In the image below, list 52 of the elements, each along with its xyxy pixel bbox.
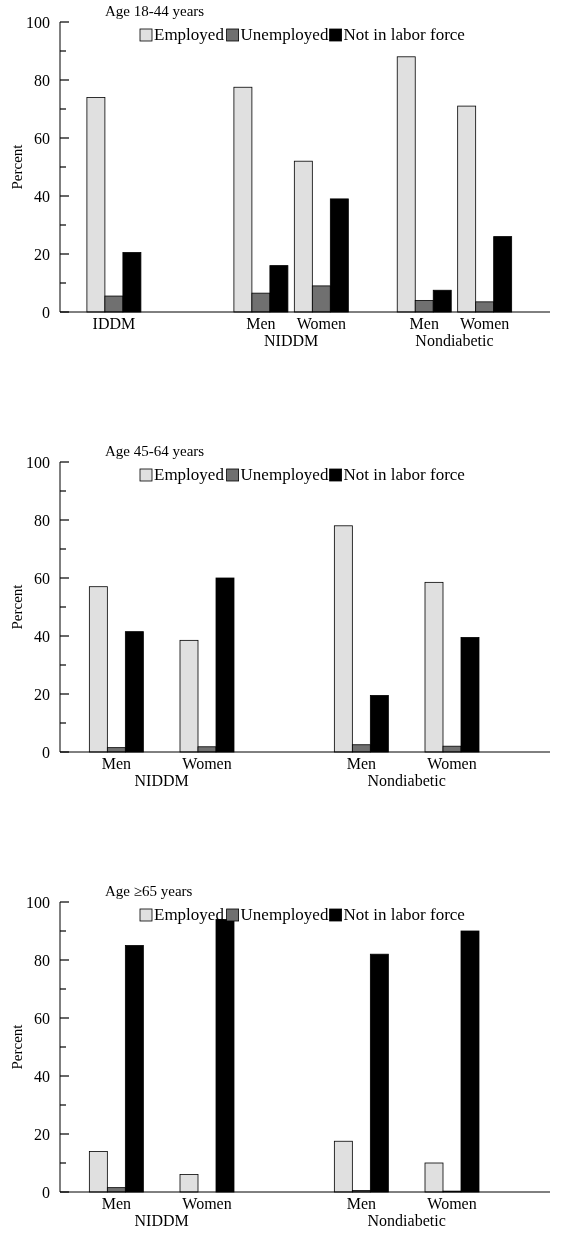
y-tick-label: 0 <box>42 743 50 761</box>
legend-label: Not in labor force <box>343 905 465 924</box>
text: NIDDM <box>134 772 189 789</box>
y-tick-label: 0 <box>42 1183 50 1201</box>
legend-label: Unemployed <box>240 25 329 44</box>
y-tick-label: 0 <box>42 303 50 321</box>
legend-label: Unemployed <box>240 905 329 924</box>
text: Nondiabetic <box>367 772 446 789</box>
chart-title: Age 45-64 years <box>105 443 205 459</box>
x-tick-label: Women <box>459 315 510 332</box>
legend-label: Employed <box>154 465 225 484</box>
chart-title: Age ≥65 years <box>105 883 193 899</box>
y-tick-label: 60 <box>34 1009 50 1027</box>
y-tick-label: 60 <box>34 569 50 587</box>
legend-label: Employed <box>154 905 225 924</box>
y-axis-title: Percent <box>9 143 25 190</box>
x-tick-label: Men <box>409 315 439 332</box>
y-tick-label: 80 <box>34 951 50 969</box>
y-tick-label: 80 <box>34 71 50 89</box>
x-tick-label: Men <box>346 755 377 772</box>
x-tick-label: Men <box>246 315 276 332</box>
y-tick-label: 40 <box>34 627 50 645</box>
y-tick-label: 100 <box>26 893 50 911</box>
x-tick-label: Women <box>182 755 232 772</box>
x-tick-label: Women <box>427 755 477 772</box>
x-tick-label: Women <box>296 315 347 332</box>
chart-title: Age 18-44 years <box>105 3 205 19</box>
y-axis-title: Percent <box>9 1023 25 1070</box>
legend-label: Employed <box>154 25 225 44</box>
legend-label: Not in labor force <box>343 465 465 484</box>
y-tick-label: 40 <box>34 1067 50 1085</box>
y-tick-label: 20 <box>34 1125 50 1143</box>
x-tick-label: Women <box>427 1195 477 1212</box>
x-tick-label: Men <box>101 1195 132 1212</box>
y-axis-title: Percent <box>9 583 25 630</box>
y-tick-label: 60 <box>34 129 50 147</box>
legend-label: Unemployed <box>240 465 329 484</box>
x-tick-label: IDDM <box>92 315 136 332</box>
y-tick-label: 100 <box>26 453 50 471</box>
x-tick-label: Men <box>346 1195 377 1212</box>
text: NIDDM <box>264 332 319 349</box>
y-tick-label: 20 <box>34 245 50 263</box>
text: Nondiabetic <box>415 332 494 349</box>
text: NIDDM <box>134 1212 189 1229</box>
y-tick-label: 20 <box>34 685 50 703</box>
x-tick-label: Men <box>101 755 132 772</box>
y-tick-label: 80 <box>34 511 50 529</box>
x-tick-label: Women <box>182 1195 232 1212</box>
y-tick-label: 100 <box>26 13 50 31</box>
text: Nondiabetic <box>367 1212 446 1229</box>
y-tick-label: 40 <box>34 187 50 205</box>
legend-label: Not in labor force <box>343 25 465 44</box>
